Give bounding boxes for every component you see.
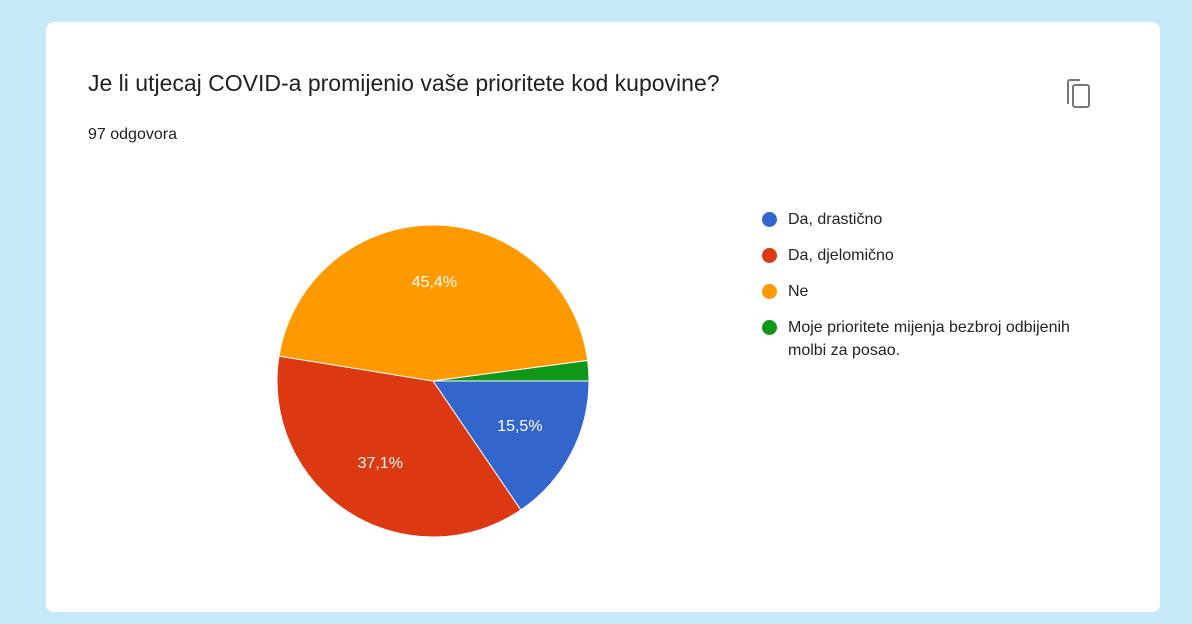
copy-icon[interactable] <box>1067 79 1090 108</box>
card: Je li utjecaj COVID-a promijenio vaše pr… <box>46 22 1160 612</box>
legend-swatch <box>762 320 777 335</box>
legend-swatch <box>762 212 777 227</box>
legend-item: Da, drastično <box>762 208 1072 231</box>
slice-label: 15,5% <box>497 418 542 435</box>
legend-label: Da, drastično <box>788 211 883 228</box>
legend-item: Ne <box>762 280 1072 303</box>
chart-title: Je li utjecaj COVID-a promijenio vaše pr… <box>88 70 720 96</box>
pie-slice <box>276 355 522 538</box>
legend-label: Da, djelomično <box>788 247 894 264</box>
slice-label: 45,4% <box>412 274 457 291</box>
legend: Da, drastično Da, djelomično Ne Moje priori… <box>762 208 1072 375</box>
copy-icon-front[interactable] <box>1072 84 1090 108</box>
legend-swatch <box>762 284 777 299</box>
legend-item: Moje prioritete mijenja bezbroj odbijeni… <box>762 316 1072 362</box>
pie-slice <box>432 359 590 382</box>
legend-label: Ne <box>788 283 809 300</box>
copy-icon-back[interactable] <box>1067 79 1080 104</box>
pie-slice <box>278 224 589 382</box>
slice-label: 37,1% <box>358 455 403 472</box>
pie-slice <box>432 380 590 511</box>
chart: 15,5% 37,1% 45,4% <box>276 79 1090 538</box>
legend-swatch <box>762 248 777 263</box>
subtitle: 97 odgovora <box>88 126 177 143</box>
legend-item: Da, djelomično <box>762 244 1072 267</box>
legend-label: Moje prioritete mijenja bezbroj odbijeni… <box>788 319 1070 359</box>
